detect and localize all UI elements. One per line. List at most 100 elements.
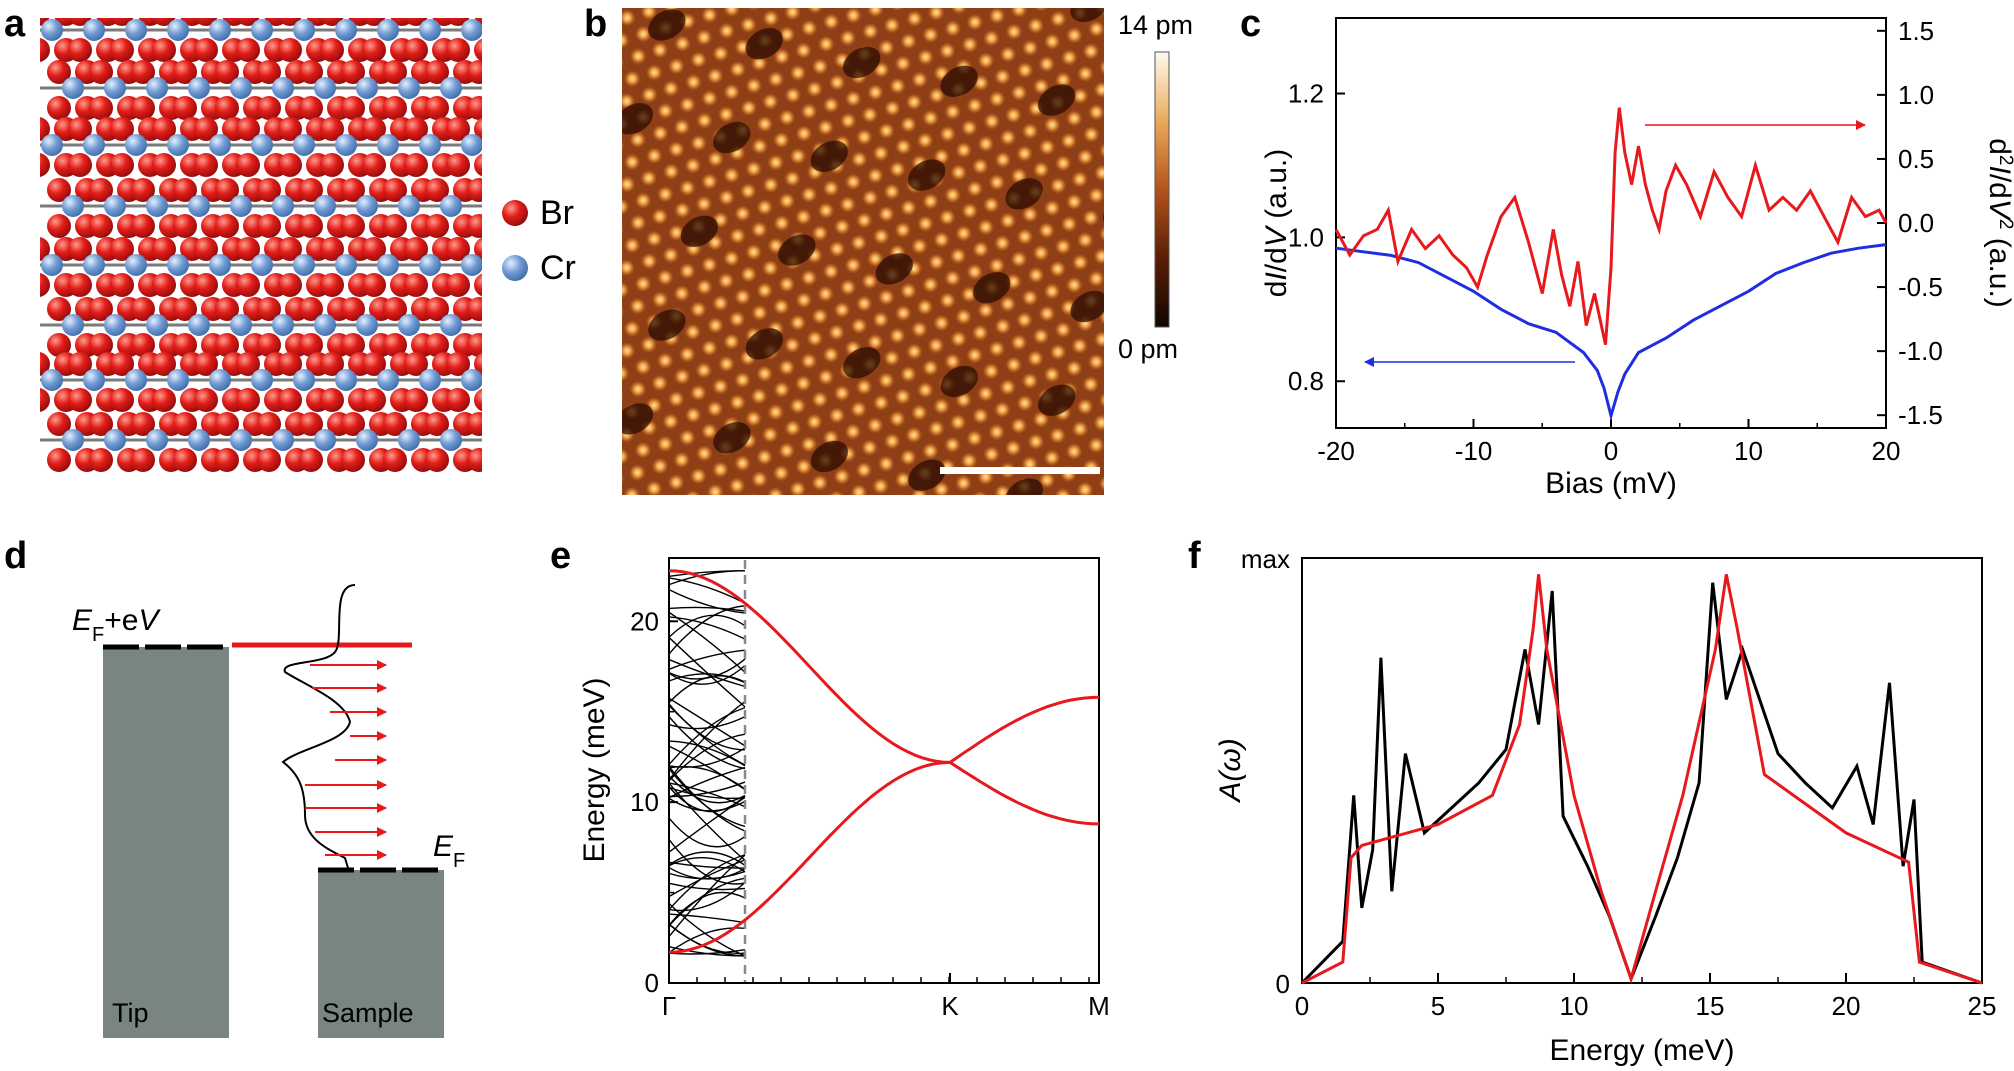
br-atom xyxy=(257,60,281,84)
colorbar xyxy=(1154,51,1170,328)
br-atom xyxy=(215,412,239,436)
cr-atom xyxy=(167,254,189,276)
br-legend-label: Br xyxy=(540,194,574,232)
x-tick-label: -10 xyxy=(1455,436,1493,466)
br-atom xyxy=(236,117,260,141)
cr-atom xyxy=(251,134,273,156)
br-atom xyxy=(110,237,134,261)
cr-atom xyxy=(461,369,482,391)
br-atom xyxy=(110,153,134,177)
supercell-band xyxy=(668,857,746,873)
y-tick-label: 0 xyxy=(645,968,659,998)
br-atom xyxy=(194,38,218,62)
br-atom xyxy=(320,117,344,141)
cr-atom xyxy=(335,369,357,391)
br-atom xyxy=(425,412,449,436)
br-atom xyxy=(446,273,470,297)
supercell-band xyxy=(668,882,746,891)
br-atom xyxy=(341,60,365,84)
br-atom xyxy=(425,214,449,238)
cr-atom xyxy=(482,429,504,451)
br-atom xyxy=(47,178,71,202)
supercell-band xyxy=(668,781,746,798)
br-atom xyxy=(495,448,519,472)
cr-atom xyxy=(62,314,84,336)
y-right-tick-label: -0.5 xyxy=(1898,272,1943,302)
cr-atom xyxy=(398,429,420,451)
cr-legend-label: Cr xyxy=(540,249,576,287)
supercell-band xyxy=(668,923,746,957)
br-atom xyxy=(446,153,470,177)
cr-atom xyxy=(41,134,63,156)
br-atom xyxy=(236,153,260,177)
br-atom xyxy=(425,448,449,472)
cr-atom xyxy=(293,369,315,391)
br-atom xyxy=(40,38,50,62)
br-atom xyxy=(383,96,407,120)
br-atom xyxy=(278,273,302,297)
tip-label: Tip xyxy=(112,998,149,1028)
plot-c-right-ylabel: d2I/dV2 (a.u.) xyxy=(1983,138,2014,308)
cr-atom xyxy=(440,429,462,451)
br-atom xyxy=(404,388,428,412)
br-atom xyxy=(68,38,92,62)
br-atom xyxy=(425,96,449,120)
br-atom xyxy=(278,117,302,141)
br-atom xyxy=(215,96,239,120)
cr-atom xyxy=(230,195,252,217)
cr-atom xyxy=(314,77,336,99)
panel-f: f 0 5 10 15 20 25 max 0 Energy (meV) A(ω) xyxy=(1188,535,1996,1067)
cr-atom xyxy=(188,77,210,99)
br-atom xyxy=(320,153,344,177)
magnon-band-upper xyxy=(668,569,1100,826)
supercell-band xyxy=(668,948,746,955)
x-tick-label: K xyxy=(941,991,959,1021)
plot-e-y-ticks: 0 10 20 xyxy=(630,606,678,998)
supercell-band xyxy=(668,854,746,911)
cr-atom xyxy=(41,254,63,276)
br-atom xyxy=(467,214,482,238)
br-atom xyxy=(194,237,218,261)
sample-fermi-label: EF xyxy=(433,830,465,872)
x-tick-label: -20 xyxy=(1317,436,1355,466)
br-atom xyxy=(40,153,50,177)
cr-atom xyxy=(146,429,168,451)
stm-topography-image xyxy=(622,8,1104,495)
cr-atom xyxy=(293,254,315,276)
br-atom xyxy=(299,214,323,238)
br-atom xyxy=(404,352,428,376)
cr-atom xyxy=(419,134,441,156)
br-atom xyxy=(341,178,365,202)
br-atom xyxy=(404,237,428,261)
supercell-band xyxy=(668,716,746,770)
supercell-band xyxy=(668,913,746,924)
supercell-band xyxy=(668,747,746,768)
br-atom xyxy=(299,412,323,436)
cr-atom xyxy=(146,195,168,217)
br-atom xyxy=(236,352,260,376)
br-atom xyxy=(495,60,519,84)
br-atom xyxy=(47,412,71,436)
supercell-band xyxy=(668,768,746,828)
plot-c-frame xyxy=(1335,17,1887,429)
cr-legend-sphere xyxy=(502,255,528,281)
br-atom xyxy=(341,96,365,120)
cr-atom xyxy=(83,134,105,156)
panel-b: b 14 pm 0 pm xyxy=(584,3,1193,495)
panel-e-label: e xyxy=(550,535,571,577)
br-atom xyxy=(47,297,71,321)
br-atom xyxy=(383,333,407,357)
plot-f-x-ticks: 0 5 10 15 20 25 xyxy=(1295,973,1996,1021)
plot-c-x-ticks: -20 -10 0 10 20 xyxy=(1317,419,1900,466)
cr-atom xyxy=(146,77,168,99)
y-right-tick-label: 1.0 xyxy=(1898,80,1934,110)
br-atom xyxy=(173,178,197,202)
colorbar-max-label: 14 pm xyxy=(1118,10,1193,40)
cr-atom xyxy=(230,429,252,451)
cr-atom xyxy=(83,254,105,276)
cr-atom xyxy=(104,314,126,336)
tip-block xyxy=(103,647,229,1038)
cr-atom xyxy=(125,19,147,41)
br-atom xyxy=(446,38,470,62)
cr-atom xyxy=(125,369,147,391)
